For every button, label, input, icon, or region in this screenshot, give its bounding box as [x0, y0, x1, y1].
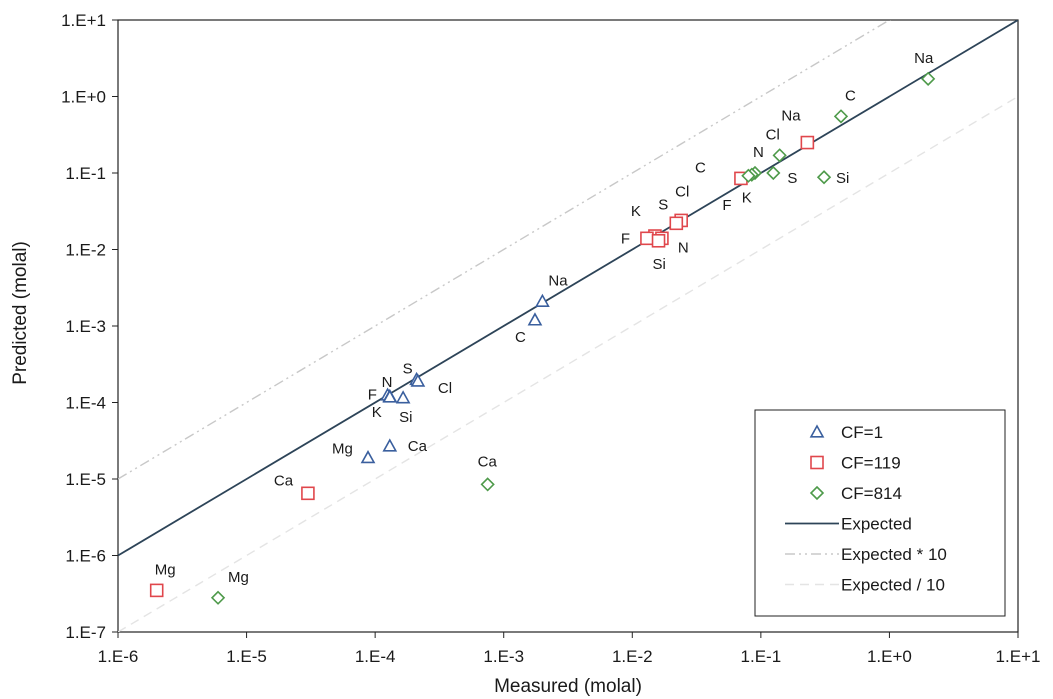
legend-label: Expected	[841, 515, 912, 534]
point-label-na: Na	[781, 108, 801, 125]
data-point-si	[816, 170, 832, 185]
legend-item: Expected / 10	[785, 576, 945, 595]
line-expected-10	[118, 95, 1018, 632]
legend-label: Expected * 10	[841, 545, 947, 564]
x-tick-label: 1.E-5	[226, 647, 267, 666]
legend-item: CF=814	[809, 484, 902, 503]
point-label-c: C	[515, 329, 526, 346]
legend-marker	[809, 424, 825, 438]
x-tick-label: 1.E-6	[98, 647, 139, 666]
point-label-s: S	[658, 196, 668, 213]
point-label-f: F	[621, 230, 630, 247]
point-label-mg: Mg	[332, 441, 353, 458]
data-point-cl	[772, 148, 787, 163]
legend-label: CF=814	[841, 484, 902, 503]
point-label-ca: Ca	[408, 438, 428, 455]
point-label-si: Si	[653, 256, 666, 273]
y-tick-label: 1.E-7	[65, 623, 106, 642]
point-label-k: K	[372, 404, 382, 421]
x-axis: 1.E-6 1.E-5 1.E-4 1.E-3 1.E-2 1.E-1 1.E+0 1.E+1	[98, 632, 1041, 666]
legend-label: CF=119	[841, 454, 901, 473]
point-label-mg: Mg	[155, 561, 176, 578]
point-label-s: S	[403, 360, 413, 377]
data-point-f	[741, 168, 756, 183]
legend-item: CF=1	[809, 423, 883, 442]
point-label-f: F	[722, 197, 731, 214]
y-tick-label: 1.E-5	[65, 470, 106, 489]
y-axis-title: Predicted (molal)	[10, 241, 31, 385]
data-point-ca	[382, 438, 398, 452]
point-label-f: F	[368, 386, 377, 403]
x-tick-label: 1.E-4	[355, 647, 396, 666]
data-point-na	[535, 293, 550, 307]
data-point-mg	[210, 590, 226, 605]
point-label-c: C	[845, 87, 856, 104]
point-label-na: Na	[548, 272, 568, 289]
point-label-ca: Ca	[478, 453, 498, 470]
series-cf-119	[149, 135, 815, 598]
series-cf-814	[210, 71, 936, 605]
x-tick-label: 1.E-1	[741, 647, 782, 666]
data-point-ca	[480, 477, 495, 492]
point-label-n: N	[382, 374, 393, 391]
point-label-si: Si	[836, 170, 849, 187]
point-label-na: Na	[914, 50, 934, 67]
x-tick-label: 1.E-2	[612, 647, 653, 666]
y-tick-label: 1.E-3	[65, 317, 106, 336]
point-label-ca: Ca	[274, 472, 294, 489]
y-tick-label: 1.E-1	[65, 164, 106, 183]
y-tick-label: 1.E+0	[61, 88, 106, 107]
point-label-k: K	[742, 190, 752, 207]
data-point-mg	[360, 450, 376, 464]
x-axis-title: Measured (molal)	[494, 676, 642, 697]
data-point-f	[640, 231, 654, 246]
legend-item: Expected * 10	[785, 545, 947, 564]
y-tick-label: 1.E-4	[65, 394, 106, 413]
data-point-na	[921, 71, 936, 87]
data-point-s	[766, 165, 781, 181]
data-point-k	[382, 389, 398, 403]
y-tick-label: 1.E+1	[61, 11, 106, 30]
x-tick-label: 1.E-3	[483, 647, 524, 666]
legend-box	[754, 409, 1006, 617]
data-point-cl	[410, 373, 426, 387]
data-point-na	[800, 135, 815, 150]
data-point-si	[651, 233, 666, 248]
y-tick-label: 1.E-2	[65, 241, 106, 260]
point-label-si: Si	[399, 409, 412, 426]
data-point-c	[833, 109, 849, 124]
line-expected-10	[118, 20, 891, 480]
series-cf-1	[360, 293, 550, 464]
y-axis: 1.E-7 1.E-6 1.E-5 1.E-4 1.E-3 1.E-2 1.E-1 1.E+0…	[61, 11, 118, 642]
line-expected	[118, 20, 1018, 557]
point-label-cl: Cl	[766, 126, 780, 143]
legend-item: CF=119	[810, 454, 901, 473]
point-label-n: N	[753, 144, 764, 161]
data-point-si	[395, 390, 411, 404]
point-label-n: N	[678, 239, 689, 256]
data-point-s	[669, 216, 684, 231]
legend-marker	[809, 485, 825, 501]
point-label-k: K	[631, 203, 641, 220]
point-label-c: C	[695, 159, 706, 176]
point-label-cl: Cl	[438, 380, 452, 397]
point-label-cl: Cl	[675, 183, 689, 200]
point-label-s: S	[787, 170, 797, 187]
data-point-mg	[149, 583, 164, 598]
reference-lines	[118, 20, 1018, 632]
legend-label: CF=1	[841, 423, 883, 442]
legend-marker	[810, 455, 824, 470]
point-labels: NaCSClNFSiKCaMgNaCClSKFNSiCaMgNaCClNSKFS…	[155, 50, 934, 586]
y-tick-label: 1.E-6	[65, 547, 106, 566]
x-tick-label: 1.E+1	[996, 647, 1041, 666]
legend: CF=1 CF=119 CF=814 Expected Expected * 10 Exp…	[754, 409, 1006, 617]
data-point-c	[527, 312, 543, 326]
legend-label: Expected / 10	[841, 576, 945, 595]
data-points	[149, 71, 936, 605]
x-tick-label: 1.E+0	[867, 647, 912, 666]
legend-item: Expected	[785, 515, 912, 534]
point-label-mg: Mg	[228, 569, 249, 586]
data-point-ca	[301, 486, 315, 501]
